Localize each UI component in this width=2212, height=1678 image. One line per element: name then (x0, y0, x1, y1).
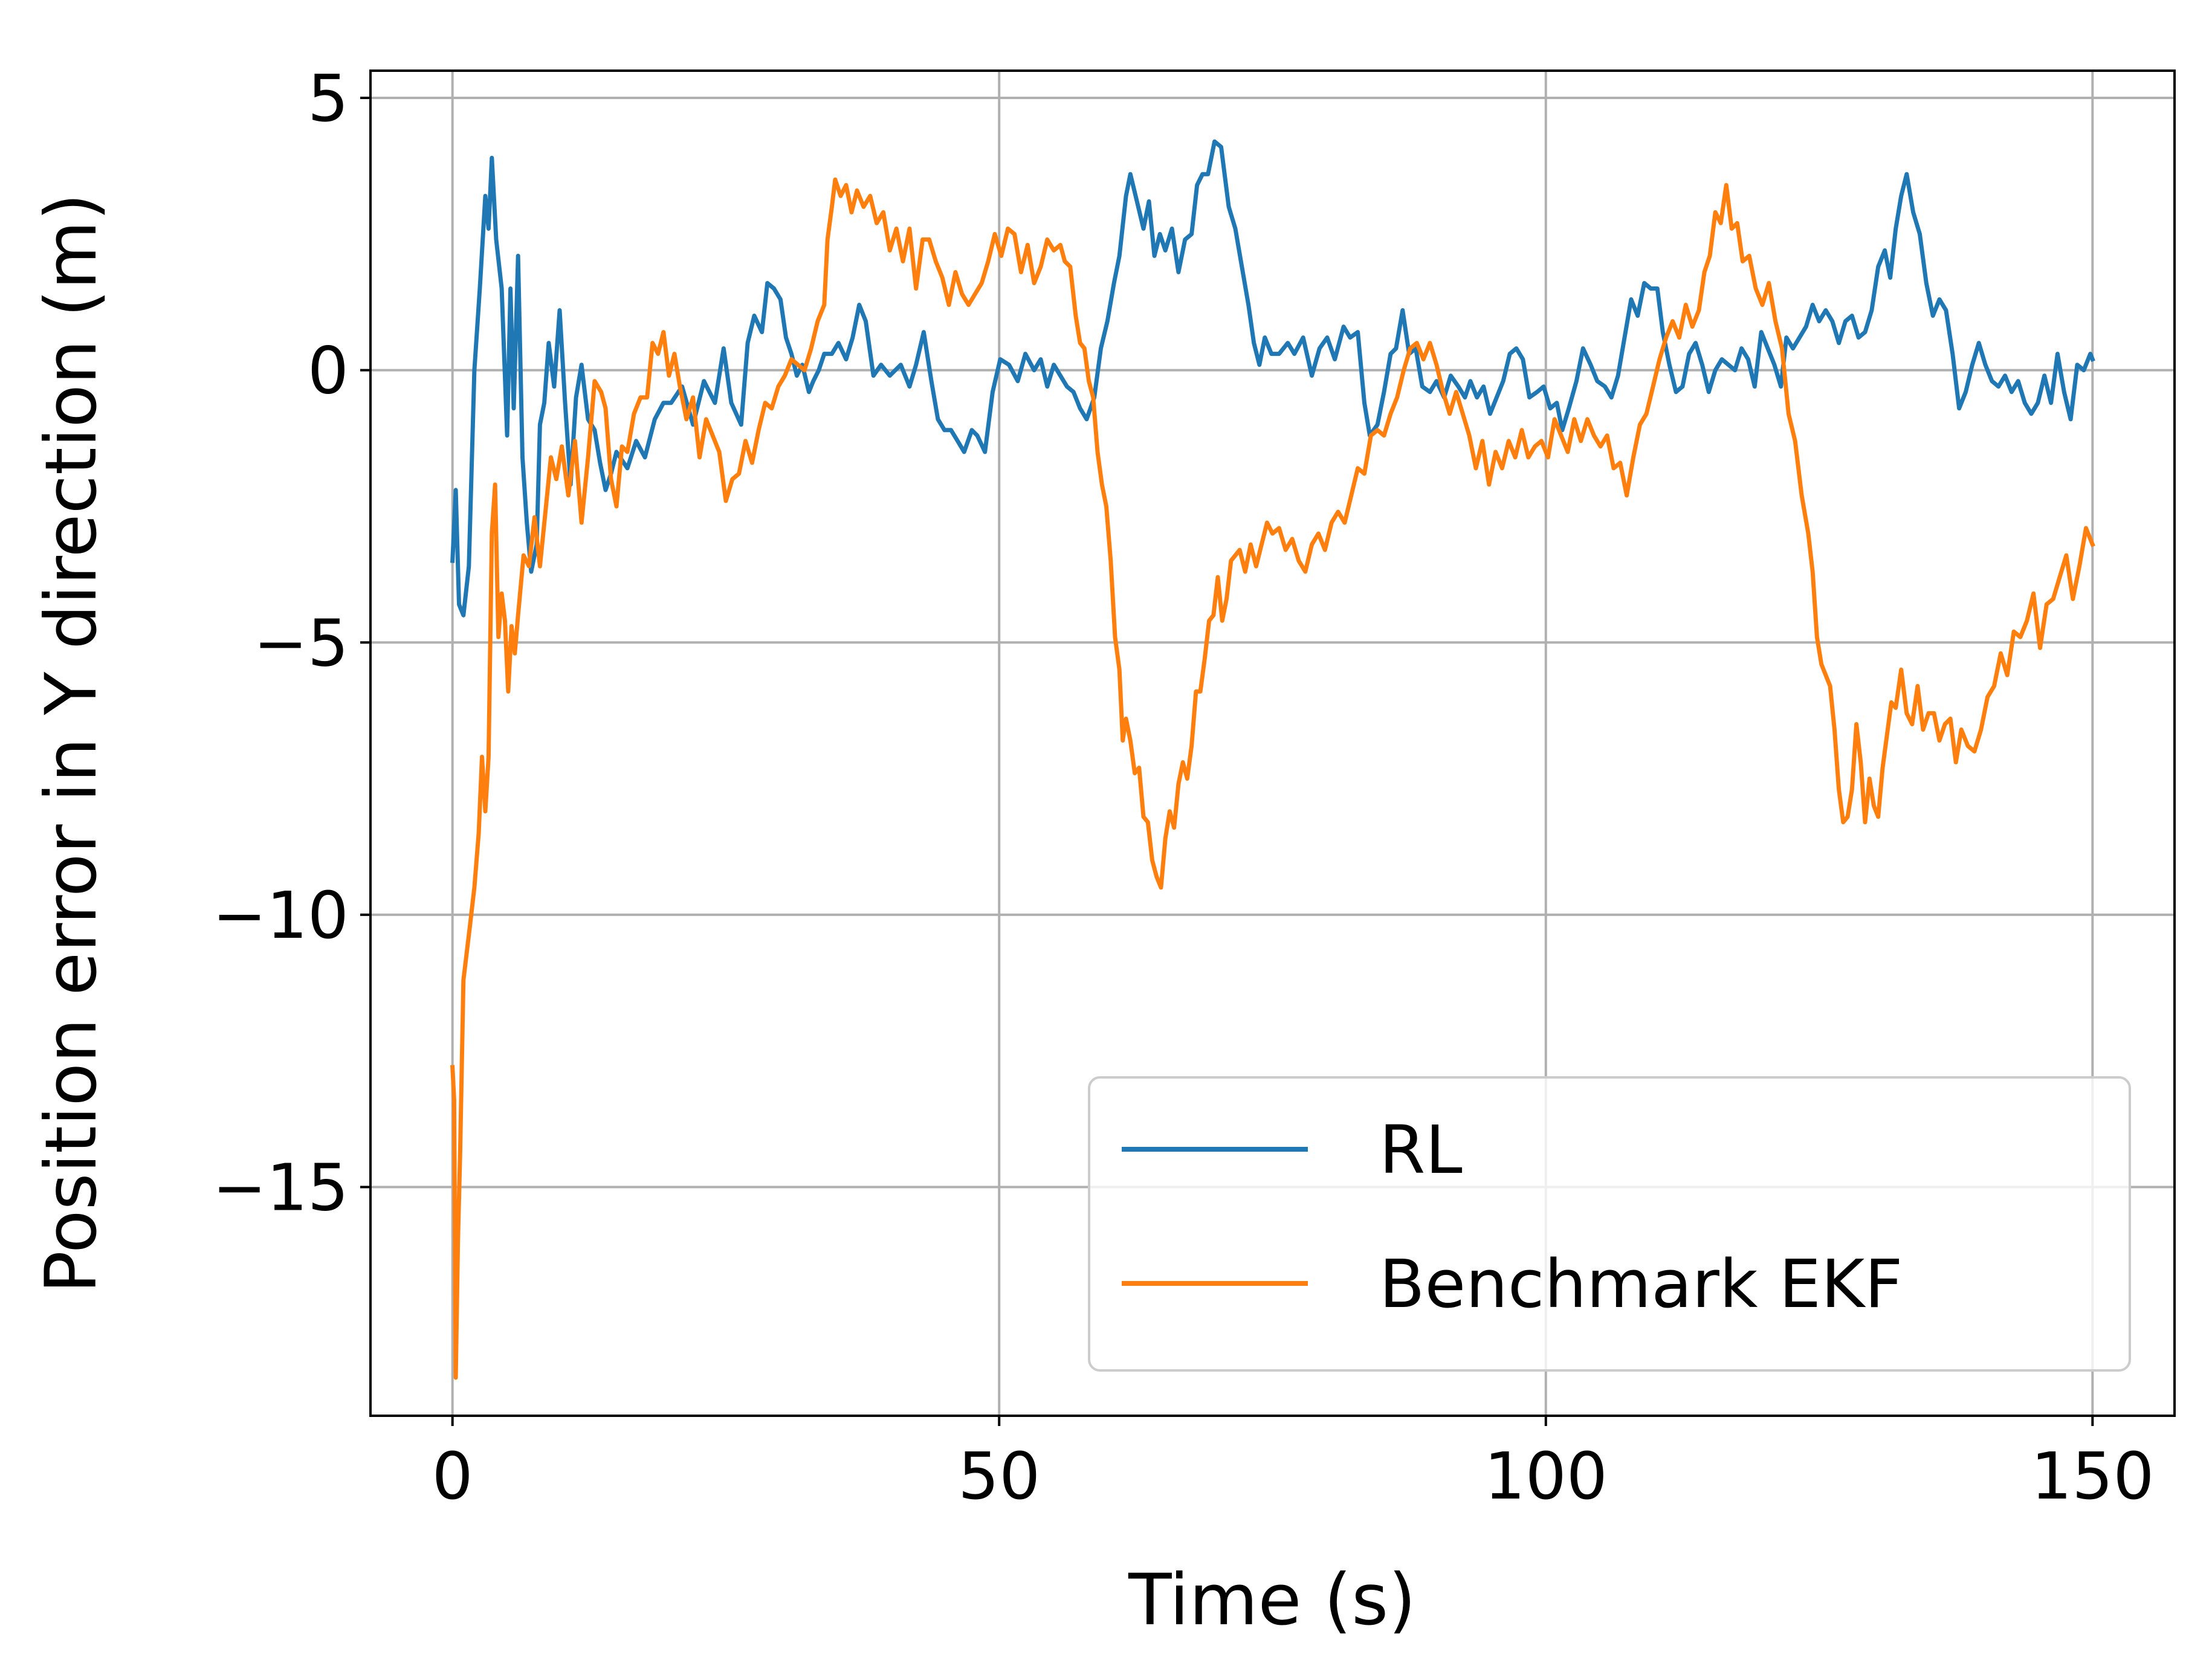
legend-frame (1088, 1076, 2131, 1372)
x-tick-label: 150 (2031, 1439, 2154, 1514)
y-tick-label: −10 (212, 879, 349, 954)
y-axis-label: Position error in Y direction (m) (30, 193, 112, 1294)
x-tick-label: 0 (432, 1439, 473, 1514)
y-tick-label: 5 (308, 62, 349, 137)
plot-frame (369, 69, 2176, 1417)
legend: RL Benchmark EKF (1088, 1076, 2131, 1372)
legend-label-rl: RL (1379, 1111, 1463, 1189)
y-tick-label: −5 (253, 606, 349, 681)
y-tick-label: 0 (308, 334, 349, 409)
series-line-benchmark-ekf (450, 177, 2095, 1380)
series-line-rl (450, 139, 2095, 618)
x-axis-label: Time (s) (1128, 1558, 1416, 1641)
y-tick-label: −15 (212, 1150, 349, 1225)
x-tick-label: 50 (958, 1439, 1040, 1514)
legend-label-benchmark-ekf: Benchmark EKF (1379, 1245, 1903, 1323)
series-lines (450, 139, 2095, 1380)
x-tick-label: 100 (1484, 1439, 1608, 1514)
